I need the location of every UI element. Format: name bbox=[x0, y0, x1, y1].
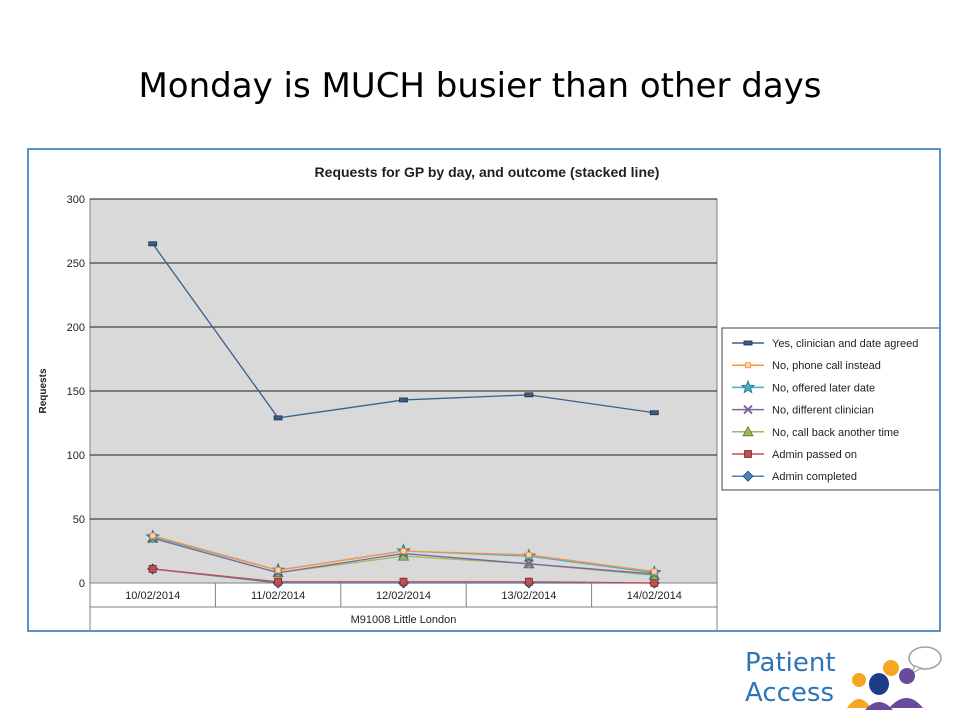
legend-marker bbox=[745, 362, 751, 369]
data-point bbox=[524, 392, 534, 398]
slide-title: Monday is MUCH busier than other days bbox=[138, 66, 822, 106]
data-point bbox=[148, 565, 157, 573]
legend-marker bbox=[743, 404, 753, 415]
data-point bbox=[399, 577, 408, 586]
legend-marker bbox=[740, 379, 756, 394]
data-point bbox=[651, 568, 658, 575]
data-point bbox=[524, 577, 533, 586]
x-axis-label: M91008 Little London bbox=[351, 614, 457, 626]
legend-item: Yes, clinician and date agreed bbox=[732, 338, 918, 350]
logo-text-patient: Patient bbox=[745, 648, 836, 678]
x-tick-label: 11/02/2014 bbox=[251, 590, 305, 602]
y-tick-label: 100 bbox=[67, 450, 85, 462]
legend-item: No, phone call instead bbox=[732, 360, 881, 372]
y-tick-label: 250 bbox=[67, 258, 85, 270]
y-axis-label: Requests bbox=[38, 368, 49, 413]
data-point bbox=[525, 551, 532, 558]
legend-item: Admin completed bbox=[732, 470, 857, 483]
legend-label: No, offered later date bbox=[772, 382, 875, 394]
data-point bbox=[650, 579, 659, 587]
legend-item: Admin passed on bbox=[732, 449, 857, 461]
legend-marker bbox=[742, 470, 754, 482]
y-tick-label: 0 bbox=[79, 578, 85, 590]
chart-frame: Requests for GP by day, and outcome (sta… bbox=[27, 148, 941, 632]
data-point bbox=[149, 532, 156, 539]
y-tick-label: 150 bbox=[67, 386, 85, 398]
series-no-phone-call-instead bbox=[149, 532, 658, 575]
speech-bubbles-icon bbox=[847, 646, 942, 710]
legend-label: Admin completed bbox=[772, 471, 857, 483]
x-tick-label: 13/02/2014 bbox=[501, 590, 556, 602]
legend-label: Admin passed on bbox=[772, 449, 857, 461]
legend-marker bbox=[744, 450, 752, 458]
chart-title: Requests for GP by day, and outcome (sta… bbox=[315, 164, 660, 180]
x-tick-label: 12/02/2014 bbox=[376, 590, 431, 602]
legend-label: Yes, clinician and date agreed bbox=[772, 338, 918, 350]
legend-item: No, offered later date bbox=[732, 379, 875, 394]
legend-label: No, different clinician bbox=[772, 405, 874, 417]
x-tick-label: 14/02/2014 bbox=[627, 590, 682, 602]
legend-marker bbox=[743, 340, 753, 346]
legend-label: No, call back another time bbox=[772, 427, 899, 439]
data-point bbox=[275, 567, 282, 574]
y-tick-label: 50 bbox=[73, 514, 85, 526]
data-point bbox=[400, 548, 407, 554]
series-yes-clinician-and-date-agreed bbox=[148, 241, 659, 421]
legend-item: No, different clinician bbox=[732, 405, 874, 417]
y-tick-label: 200 bbox=[67, 322, 85, 334]
data-point bbox=[649, 410, 659, 416]
x-tick-label: 10/02/2014 bbox=[125, 590, 180, 602]
legend-label: No, phone call instead bbox=[772, 360, 881, 372]
data-point bbox=[399, 397, 408, 403]
data-point bbox=[274, 577, 283, 586]
logo-text-access: Access bbox=[745, 678, 835, 708]
data-point bbox=[524, 559, 534, 569]
chart: Requests for GP by day, and outcome (sta… bbox=[38, 164, 939, 630]
legend-item: No, call back another time bbox=[732, 425, 899, 439]
data-point bbox=[148, 241, 158, 247]
y-tick-label: 300 bbox=[67, 194, 85, 206]
data-point bbox=[273, 415, 283, 421]
patient-access-logo: Patient Access bbox=[745, 642, 945, 712]
legend-marker bbox=[742, 425, 754, 437]
